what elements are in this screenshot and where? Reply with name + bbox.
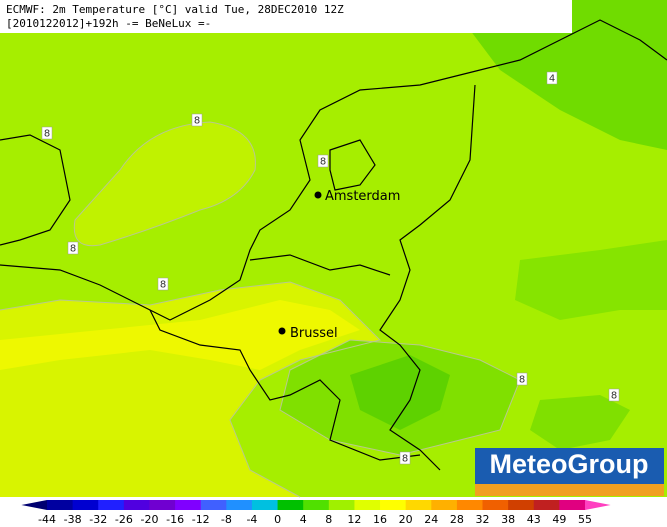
contour-label-box [67, 241, 79, 255]
colorbar-label: 32 [476, 513, 490, 526]
colorbar-arrow [585, 500, 611, 510]
colorbar-segment [482, 500, 509, 510]
colorbar-segment [47, 500, 74, 510]
isotherm [0, 281, 381, 498]
warm-patch-sea [74, 122, 256, 246]
colorbar-label: -16 [166, 513, 184, 526]
contour-label: 8 [611, 391, 617, 402]
colorbar-segment [303, 500, 330, 510]
border [249, 254, 391, 276]
contour-label-box [608, 388, 620, 402]
city-label: Amsterdam [325, 189, 400, 204]
contour-label: 8 [44, 129, 50, 140]
colorbar-label: -32 [89, 513, 107, 526]
colorbar-segment [72, 500, 99, 510]
city-dot [278, 327, 286, 335]
contour-label: 8 [194, 116, 200, 127]
contour-label-box [399, 451, 411, 465]
colorbar-label: -26 [115, 513, 133, 526]
header-line: [2010122012]+192h -= BeNeLux =- [6, 17, 211, 30]
header-box [0, 0, 572, 33]
logo-stripe [475, 484, 664, 496]
header-line: ECMWF: 2m Temperature [°C] valid Tue, 28… [6, 3, 344, 16]
colorbar-arrow [21, 500, 47, 510]
colorbar-label: -38 [64, 513, 82, 526]
logo-text: MeteoGroup [490, 449, 649, 479]
colorbar-segment [559, 500, 586, 510]
colorbar-label: 4 [300, 513, 307, 526]
colorbar-segment [508, 500, 535, 510]
colorbar-label: 49 [552, 513, 566, 526]
contour-label-box [157, 277, 169, 291]
contour-label-box [317, 154, 329, 168]
contour-label: 8 [160, 280, 166, 291]
colorbar-segment [405, 500, 432, 510]
colorbar-segment [226, 500, 253, 510]
coastline [0, 19, 667, 321]
colorbar-segment [431, 500, 458, 510]
colorbar-label: 8 [325, 513, 332, 526]
colorbar-label: 28 [450, 513, 464, 526]
cool-region-ne [470, 0, 667, 150]
border [379, 84, 476, 471]
colorbar-label: -20 [140, 513, 158, 526]
colorbar-segment [380, 500, 407, 510]
contour-label: 4 [549, 74, 555, 85]
colorbar-label: 12 [347, 513, 361, 526]
colorbar: -44 -38 -32 -26 -20 -16 -12 -8 -4 0 4 8 12 16 20 24 28 32… [21, 500, 611, 526]
contour-label: 8 [402, 454, 408, 465]
cool-core-se [350, 355, 450, 430]
colorbar-segment [149, 500, 176, 510]
contour-label: 8 [320, 157, 326, 168]
colorbar-segment [456, 500, 484, 510]
contour-label-box [546, 71, 558, 85]
colorbar-label: -4 [246, 513, 257, 526]
colorbar-segment [98, 500, 125, 510]
colorbar-label: 24 [424, 513, 438, 526]
isotherm [73, 121, 256, 247]
city-label: Brussel [290, 326, 338, 341]
isotherm [279, 339, 521, 456]
colorbar-label: -8 [221, 513, 232, 526]
coastline [0, 134, 71, 246]
lake-shore [329, 139, 376, 191]
colorbar-segment [175, 500, 202, 510]
colorbar-label: 0 [274, 513, 281, 526]
colorbar-segment [277, 500, 304, 510]
colorbar-label: 20 [399, 513, 413, 526]
city-dot [314, 191, 322, 199]
colorbar-segment [533, 500, 560, 510]
colorbar-segment [200, 500, 227, 510]
colorbar-segment [123, 500, 150, 510]
colorbar-label: 43 [527, 513, 541, 526]
contour-label-box [516, 372, 528, 386]
colorbar-segment [251, 500, 279, 510]
colorbar-label: 38 [501, 513, 515, 526]
contour-label: 8 [519, 375, 525, 386]
contour-label: 8 [70, 244, 76, 255]
border [149, 309, 421, 461]
colorbar-label: 55 [578, 513, 592, 526]
colorbar-label: 16 [373, 513, 387, 526]
cool-region-sse [530, 395, 630, 450]
warm-core [0, 300, 360, 370]
colorbar-segment [354, 500, 381, 510]
colorbar-label: -12 [192, 513, 210, 526]
contour-label-box [191, 113, 203, 127]
colorbar-label: -44 [38, 513, 56, 526]
colorbar-segment [328, 500, 355, 510]
cool-region-e [515, 240, 667, 320]
contour-label-box [41, 126, 53, 140]
